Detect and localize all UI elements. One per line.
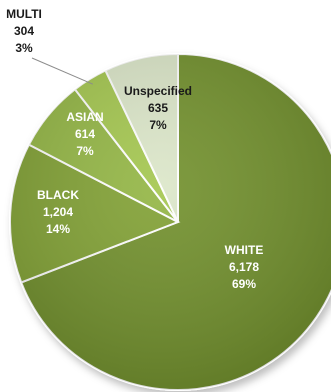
slice-label-asian: ASIAN 614 7% bbox=[66, 110, 103, 158]
slice-label-multi: MULTI 304 3% bbox=[6, 7, 42, 55]
slice-label-unspecified: Unspecified 635 7% bbox=[124, 84, 192, 132]
slice-label-white: WHITE 6,178 69% bbox=[225, 243, 264, 291]
slice-labels: WHITE 6,178 69% BLACK 1,204 14% ASIAN 614 7% MULT… bbox=[6, 7, 263, 291]
slice-label-black: BLACK 1,204 14% bbox=[37, 188, 79, 236]
leader-line-multi bbox=[31, 57, 94, 85]
